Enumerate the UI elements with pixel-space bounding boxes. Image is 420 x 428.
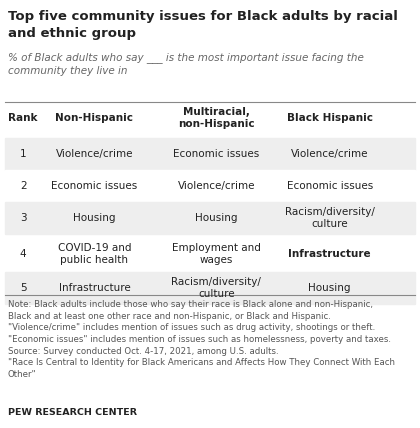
Text: 2: 2 (20, 181, 26, 191)
Bar (5, 238, 415, 270)
Bar (5, 102, 415, 134)
Text: Multiracial,
non-Hispanic: Multiracial, non-Hispanic (178, 107, 255, 129)
Text: Housing: Housing (195, 213, 238, 223)
Text: 3: 3 (20, 213, 26, 223)
Text: Infrastructure: Infrastructure (59, 283, 130, 293)
Text: Housing: Housing (308, 283, 351, 293)
Text: Racism/diversity/
culture: Racism/diversity/ culture (171, 277, 261, 299)
Text: Economic issues: Economic issues (286, 181, 373, 191)
Text: Violence/crime: Violence/crime (291, 149, 368, 159)
Text: 5: 5 (20, 283, 26, 293)
Text: Economic issues: Economic issues (51, 181, 138, 191)
Text: Infrastructure: Infrastructure (289, 249, 371, 259)
Text: Black Hispanic: Black Hispanic (287, 113, 373, 123)
Text: Violence/crime: Violence/crime (178, 181, 255, 191)
Text: 1: 1 (20, 149, 26, 159)
Bar (5, 170, 415, 202)
Text: PEW RESEARCH CENTER: PEW RESEARCH CENTER (8, 408, 137, 417)
Text: Violence/crime: Violence/crime (56, 149, 133, 159)
Text: Rank: Rank (8, 113, 38, 123)
Text: Non-Hispanic: Non-Hispanic (55, 113, 134, 123)
Text: Racism/diversity/
culture: Racism/diversity/ culture (285, 207, 375, 229)
Text: Note: Black adults include those who say their race is Black alone and non-Hispa: Note: Black adults include those who say… (8, 300, 395, 379)
Text: 4: 4 (20, 249, 26, 259)
Text: Economic issues: Economic issues (173, 149, 260, 159)
Bar (5, 272, 415, 304)
Bar (5, 138, 415, 170)
Text: Employment and
wages: Employment and wages (172, 243, 261, 265)
Text: Housing: Housing (73, 213, 116, 223)
Text: COVID-19 and
public health: COVID-19 and public health (58, 243, 131, 265)
Bar (5, 202, 415, 234)
Text: % of Black adults who say ___ is the most important issue facing the
community t: % of Black adults who say ___ is the mos… (8, 52, 364, 76)
Text: Top five community issues for Black adults by racial
and ethnic group: Top five community issues for Black adul… (8, 10, 398, 39)
